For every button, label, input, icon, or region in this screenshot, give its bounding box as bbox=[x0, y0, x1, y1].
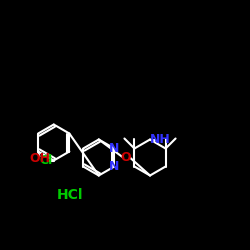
Text: O: O bbox=[121, 151, 132, 164]
Text: N: N bbox=[109, 160, 120, 173]
Text: OH: OH bbox=[29, 152, 50, 166]
Text: Cl: Cl bbox=[40, 154, 53, 167]
Text: NH: NH bbox=[150, 133, 171, 146]
Text: HCl: HCl bbox=[57, 188, 83, 202]
Text: N: N bbox=[109, 142, 120, 155]
